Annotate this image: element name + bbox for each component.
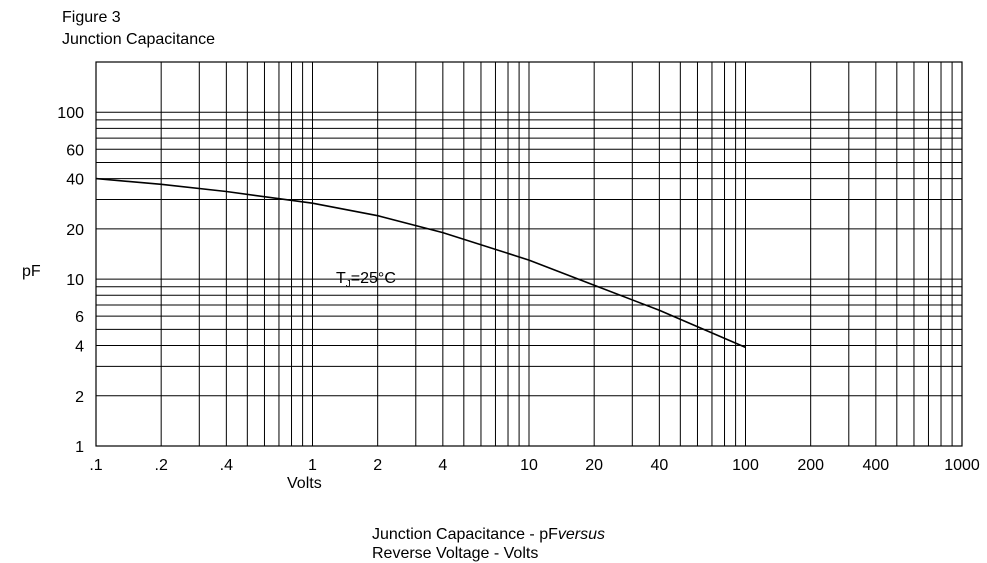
x-tick-label: 2 xyxy=(373,457,382,474)
x-tick-label: 100 xyxy=(732,457,759,474)
temperature-annotation: TJ=25°C xyxy=(336,270,396,290)
x-tick-label: 200 xyxy=(797,457,824,474)
y-tick-label: 40 xyxy=(66,172,84,189)
y-tick-label: 1 xyxy=(75,439,84,456)
chart-title: Figure 3 xyxy=(62,9,121,26)
x-tick-label: 1 xyxy=(308,457,317,474)
y-tick-label: 20 xyxy=(66,222,84,239)
x-axis-label: Volts xyxy=(287,475,322,492)
grid-lines xyxy=(96,62,962,446)
plot-frame xyxy=(95,61,963,447)
y-tick-label: 4 xyxy=(75,339,84,356)
x-tick-label: 400 xyxy=(862,457,889,474)
annotation-subscript: J xyxy=(346,279,351,290)
x-tick-label: 4 xyxy=(438,457,447,474)
caption-line-1-italic: versus xyxy=(557,526,605,543)
y-tick-label: 60 xyxy=(66,142,84,159)
chart-subtitle: Junction Capacitance xyxy=(62,31,215,48)
y-axis-label: pF xyxy=(22,263,41,280)
y-tick-label: 100 xyxy=(57,105,84,122)
annotation-main: T xyxy=(336,270,346,287)
x-tick-label: 40 xyxy=(650,457,668,474)
x-tick-labels: .1 .2 .4 1 2 4 10 20 40 100 200 400 1000 xyxy=(89,457,980,474)
caption-line-2: Reverse Voltage - Volts xyxy=(372,545,539,562)
caption-line-1: Junction Capacitance - pFversus xyxy=(372,526,605,544)
y-tick-label: 6 xyxy=(75,309,84,326)
x-tick-label: .1 xyxy=(89,457,102,474)
y-tick-label: 10 xyxy=(66,272,84,289)
y-tick-label: 2 xyxy=(75,389,84,406)
caption-line-1-main: Junction Capacitance - pF xyxy=(372,526,558,543)
y-tick-labels: 1 2 4 6 10 20 40 60 100 xyxy=(57,105,84,456)
x-tick-label: .2 xyxy=(155,457,168,474)
x-tick-label: 20 xyxy=(585,457,603,474)
x-tick-label: .4 xyxy=(220,457,233,474)
capacitance-curve xyxy=(95,177,746,349)
annotation-rest: =25°C xyxy=(351,270,396,287)
x-tick-label: 1000 xyxy=(944,457,980,474)
x-tick-label: 10 xyxy=(520,457,538,474)
